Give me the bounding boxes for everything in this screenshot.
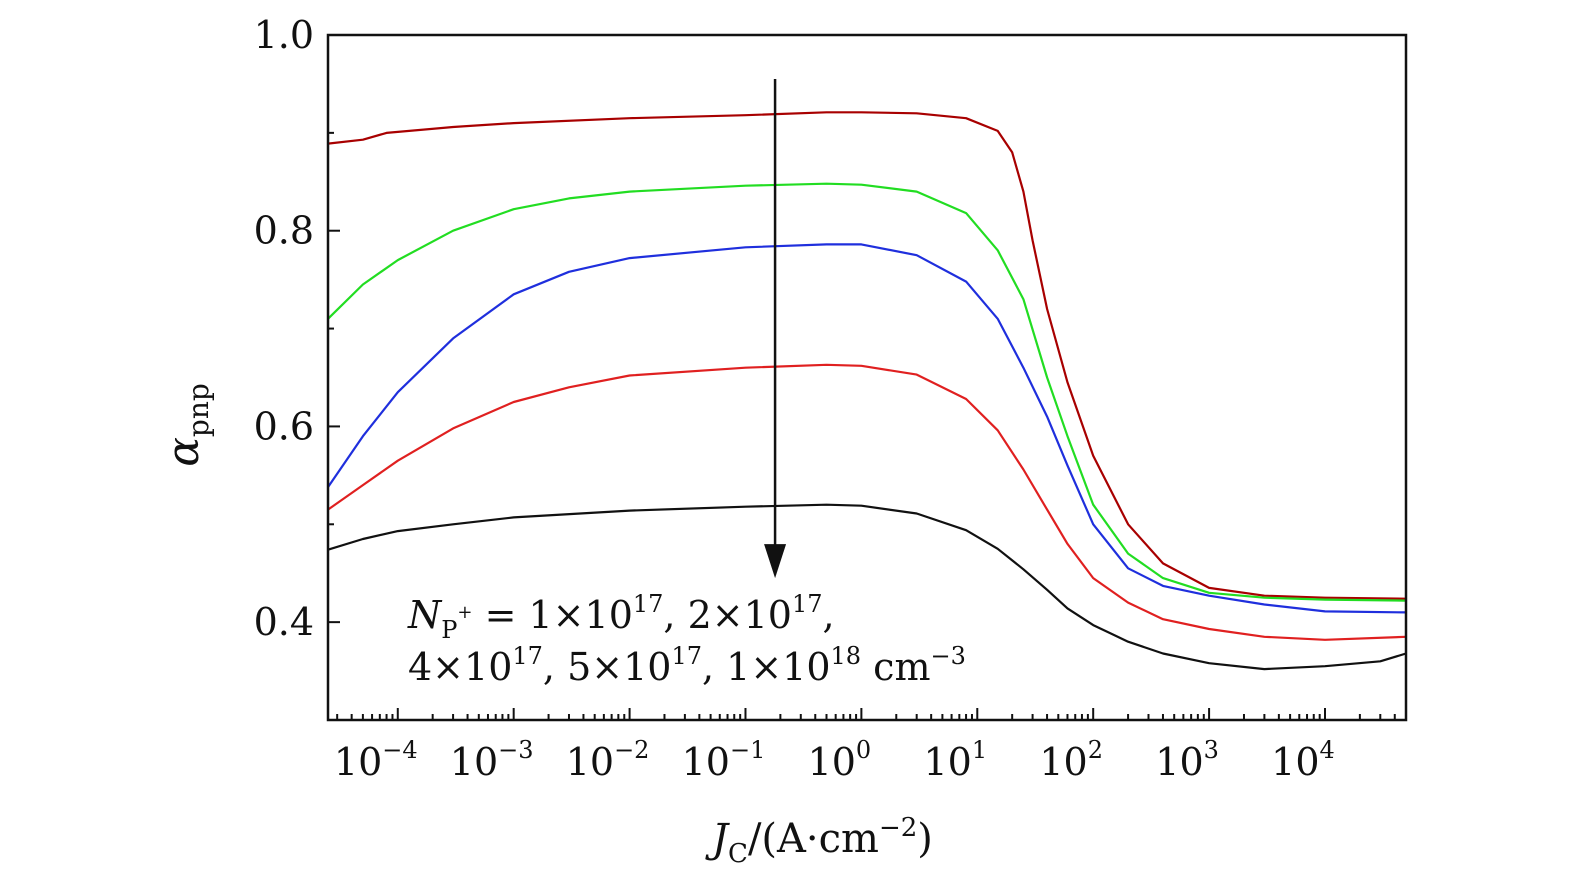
x-axis-label-unit: /(A·cm <box>748 816 879 862</box>
y-tick-label: 0.4 <box>254 600 314 644</box>
series-line-5 <box>327 503 1407 671</box>
annotation-text: = 1×10 <box>473 593 633 637</box>
plot-frame <box>326 33 1408 722</box>
y-axis-tick-labels: 0.4 0.6 0.8 1.0 <box>254 13 314 644</box>
annotation-exp: 17 <box>792 590 823 618</box>
series-layer <box>327 111 1407 671</box>
y-axis-label-main: α <box>158 437 209 467</box>
annotation-exp: 17 <box>633 590 664 618</box>
x-axis-label-close: ) <box>917 816 933 862</box>
x-axis-label-sub: C <box>728 839 748 869</box>
annotation-text: , 2×10 <box>663 593 792 637</box>
arrow <box>764 79 787 579</box>
annotation-line-2: 4×1017, 5×1017, 1×1018 cm−3 <box>408 642 966 689</box>
y-tick-label: 1.0 <box>254 13 314 57</box>
x-tick-label: 101 <box>923 736 987 784</box>
x-axis-label-exp: −2 <box>879 813 917 843</box>
x-tick-label: 104 <box>1271 736 1335 784</box>
series-line-2 <box>327 182 1407 602</box>
x-axis-label: JC/(A·cm−2) <box>705 813 933 869</box>
x-tick-label: 10−2 <box>566 736 650 784</box>
annotation-n: N <box>407 593 443 637</box>
y-axis-label-sub: pnp <box>182 383 215 437</box>
annotation-exp: 17 <box>671 642 702 670</box>
series-line-4 <box>327 363 1407 641</box>
x-tick-label: 10−3 <box>450 736 534 784</box>
x-axis-label-main: J <box>705 816 730 862</box>
x-axis-tick-labels: 10−4 10−3 10−2 10−1 100 101 102 103 104 <box>334 736 1335 784</box>
annotation-text: 4×10 <box>408 645 512 689</box>
annotation-text: , <box>823 593 835 637</box>
annotation-line-1: NP+ = 1×1017, 2×1017, <box>407 590 835 644</box>
series-line-3 <box>327 243 1407 614</box>
x-tick-label: 10−1 <box>682 736 766 784</box>
arrow-head <box>764 544 787 579</box>
y-tick-label: 0.8 <box>254 209 314 253</box>
x-tick-label: 103 <box>1155 736 1219 784</box>
series-line-1 <box>327 111 1407 600</box>
x-tick-label: 100 <box>808 736 872 784</box>
annotation-text: cm <box>861 645 930 689</box>
x-axis-ticks <box>336 708 1407 720</box>
y-tick-label: 0.6 <box>254 404 314 448</box>
annotation-exp: −3 <box>930 642 965 670</box>
annotation-exp: 17 <box>512 642 543 670</box>
x-tick-label: 10−4 <box>334 736 418 784</box>
annotation-n-sub: P <box>441 616 457 644</box>
y-axis-label: αpnp <box>158 383 215 467</box>
annotation-n-subsup: + <box>457 602 472 623</box>
x-tick-label: 102 <box>1039 736 1103 784</box>
annotation-text: , 5×10 <box>543 645 672 689</box>
annotation-text: , 1×10 <box>702 645 831 689</box>
annotation-exp: 18 <box>831 642 862 670</box>
y-axis-ticks <box>328 34 340 624</box>
